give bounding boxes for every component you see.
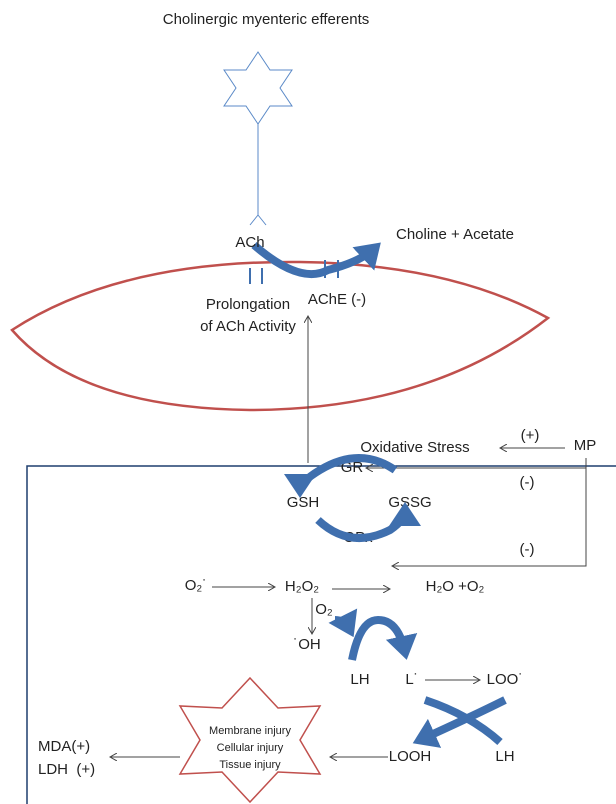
label: AChE (-) (308, 291, 366, 308)
cycle-arrow (315, 502, 421, 542)
label: MP (574, 437, 597, 454)
arrow (423, 696, 503, 745)
label: O₂˙ (185, 577, 208, 594)
label: LOOH (389, 748, 432, 765)
arrow (366, 458, 587, 567)
label: LH (495, 748, 514, 765)
cycle-arrow (284, 454, 398, 498)
cell (10, 260, 551, 412)
label: Choline + Acetate (396, 226, 514, 243)
label: of ACh Activity (200, 318, 296, 335)
ach-arrow (251, 241, 381, 279)
title: Cholinergic myenteric efferents (163, 11, 369, 28)
box (26, 465, 616, 804)
label: LOO˙ (487, 671, 524, 688)
label: (+) (521, 427, 540, 444)
arrow (348, 615, 418, 661)
label: GSH (287, 494, 320, 511)
label: H₂O₂ (285, 578, 319, 595)
receptors (249, 260, 339, 284)
label: ˙OH (293, 636, 321, 653)
label: Prolongation (206, 296, 290, 313)
label: (-) (520, 541, 535, 558)
label: GSSG (388, 494, 431, 511)
label: Cellular injury (217, 742, 284, 754)
axon (249, 124, 267, 226)
label: MDA(+) (38, 738, 90, 755)
label: O₂ (315, 601, 333, 618)
label: Oxidative Stress (360, 439, 469, 456)
injury-star (178, 676, 322, 804)
label: LDH (+) (38, 761, 95, 778)
label: Membrane injury (209, 725, 291, 737)
label: LH (350, 671, 369, 688)
arrow (328, 608, 358, 638)
label: (-) (520, 474, 535, 491)
label: ACh (235, 234, 264, 251)
label: Tissue injury (219, 759, 281, 771)
neuron (223, 51, 293, 125)
label: H₂O +O₂ (426, 578, 485, 595)
label: L˙ (405, 671, 418, 688)
